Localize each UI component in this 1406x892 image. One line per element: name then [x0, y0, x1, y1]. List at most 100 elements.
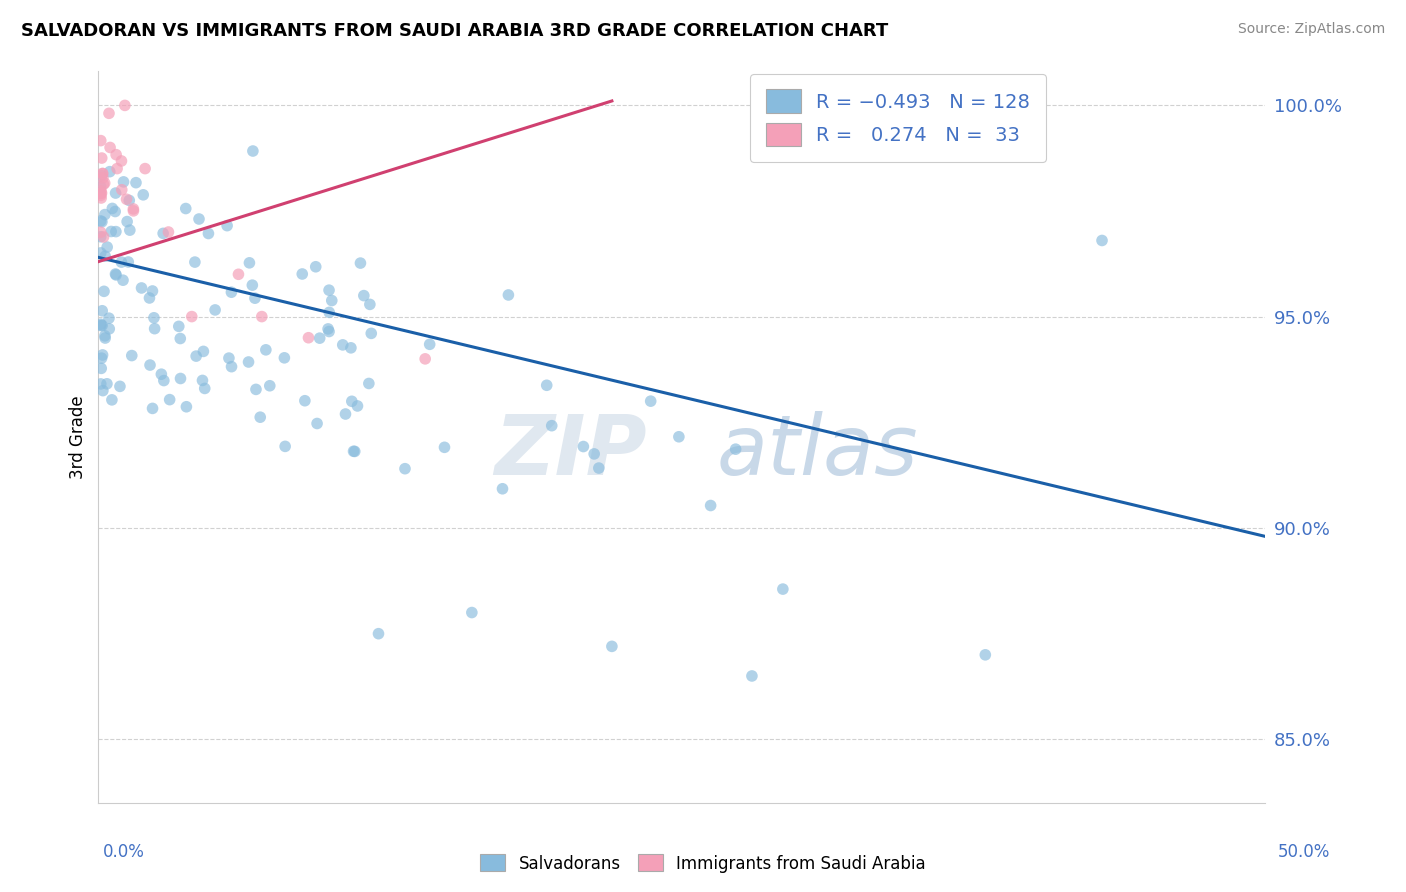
- Point: [104, 186, 127, 200]
- Point: [640, 394, 662, 409]
- Point: [724, 442, 747, 457]
- Point: [572, 440, 595, 454]
- Point: [125, 176, 148, 190]
- Text: ZIP: ZIP: [495, 411, 647, 492]
- Point: [104, 267, 127, 281]
- Point: [318, 305, 340, 319]
- Point: [90, 246, 112, 260]
- Point: [318, 325, 340, 339]
- Point: [221, 359, 243, 374]
- Point: [91, 318, 114, 333]
- Point: [218, 351, 240, 365]
- Point: [90, 215, 112, 229]
- Point: [305, 260, 328, 274]
- Point: [142, 310, 165, 325]
- Point: [94, 208, 117, 222]
- Point: [90, 229, 112, 244]
- Point: [112, 175, 135, 189]
- Point: [419, 337, 441, 351]
- Point: [96, 376, 118, 391]
- Point: [204, 302, 226, 317]
- Point: [238, 355, 260, 369]
- Point: [115, 214, 138, 228]
- Text: atlas: atlas: [717, 411, 918, 492]
- Point: [491, 482, 513, 496]
- Point: [367, 626, 389, 640]
- Point: [91, 170, 114, 185]
- Point: [105, 147, 128, 161]
- Point: [176, 400, 198, 414]
- Point: [588, 461, 610, 475]
- Legend: R = −0.493   N = 128, R =   0.274   N =  33: R = −0.493 N = 128, R = 0.274 N = 33: [749, 74, 1046, 162]
- Point: [90, 376, 112, 391]
- Point: [240, 278, 263, 293]
- Point: [540, 418, 562, 433]
- Point: [91, 303, 114, 318]
- Point: [297, 331, 319, 345]
- Point: [93, 178, 115, 192]
- Point: [98, 322, 121, 336]
- Point: [340, 341, 363, 355]
- Point: [191, 373, 214, 387]
- Point: [91, 348, 114, 362]
- Point: [110, 153, 132, 168]
- Point: [93, 230, 115, 244]
- Point: [343, 444, 366, 458]
- Point: [90, 214, 112, 228]
- Point: [143, 321, 166, 335]
- Point: [360, 326, 382, 341]
- Point: [91, 167, 114, 181]
- Point: [273, 351, 295, 365]
- Point: [250, 310, 273, 324]
- Point: [94, 249, 117, 263]
- Legend: Salvadorans, Immigrants from Saudi Arabia: Salvadorans, Immigrants from Saudi Arabi…: [474, 847, 932, 880]
- Point: [193, 344, 215, 359]
- Point: [104, 204, 127, 219]
- Point: [91, 384, 114, 398]
- Point: [259, 378, 281, 392]
- Point: [249, 410, 271, 425]
- Point: [167, 319, 190, 334]
- Point: [91, 167, 114, 181]
- Point: [335, 407, 357, 421]
- Point: [359, 297, 381, 311]
- Point: [150, 368, 173, 382]
- Point: [221, 285, 243, 300]
- Point: [153, 374, 176, 388]
- Y-axis label: 3rd Grade: 3rd Grade: [69, 395, 87, 479]
- Point: [101, 392, 124, 407]
- Point: [184, 255, 207, 269]
- Point: [228, 268, 250, 282]
- Point: [90, 186, 112, 201]
- Text: SALVADORAN VS IMMIGRANTS FROM SAUDI ARABIA 3RD GRADE CORRELATION CHART: SALVADORAN VS IMMIGRANTS FROM SAUDI ARAB…: [21, 22, 889, 40]
- Point: [131, 281, 153, 295]
- Point: [180, 310, 202, 324]
- Point: [433, 440, 456, 454]
- Point: [245, 383, 267, 397]
- Point: [90, 361, 112, 376]
- Point: [141, 401, 163, 416]
- Point: [132, 187, 155, 202]
- Point: [186, 349, 208, 363]
- Point: [242, 144, 264, 158]
- Point: [90, 317, 112, 331]
- Point: [118, 223, 141, 237]
- Point: [238, 256, 260, 270]
- Point: [90, 351, 112, 366]
- Point: [98, 311, 121, 326]
- Point: [353, 288, 375, 302]
- Point: [98, 140, 121, 154]
- Point: [308, 331, 330, 345]
- Text: 0.0%: 0.0%: [103, 843, 145, 861]
- Point: [115, 192, 138, 206]
- Point: [90, 188, 112, 202]
- Point: [94, 328, 117, 343]
- Point: [90, 186, 112, 200]
- Point: [96, 240, 118, 254]
- Point: [90, 151, 112, 165]
- Point: [772, 582, 794, 596]
- Point: [90, 318, 112, 333]
- Point: [321, 293, 343, 308]
- Point: [111, 273, 134, 287]
- Point: [342, 444, 364, 458]
